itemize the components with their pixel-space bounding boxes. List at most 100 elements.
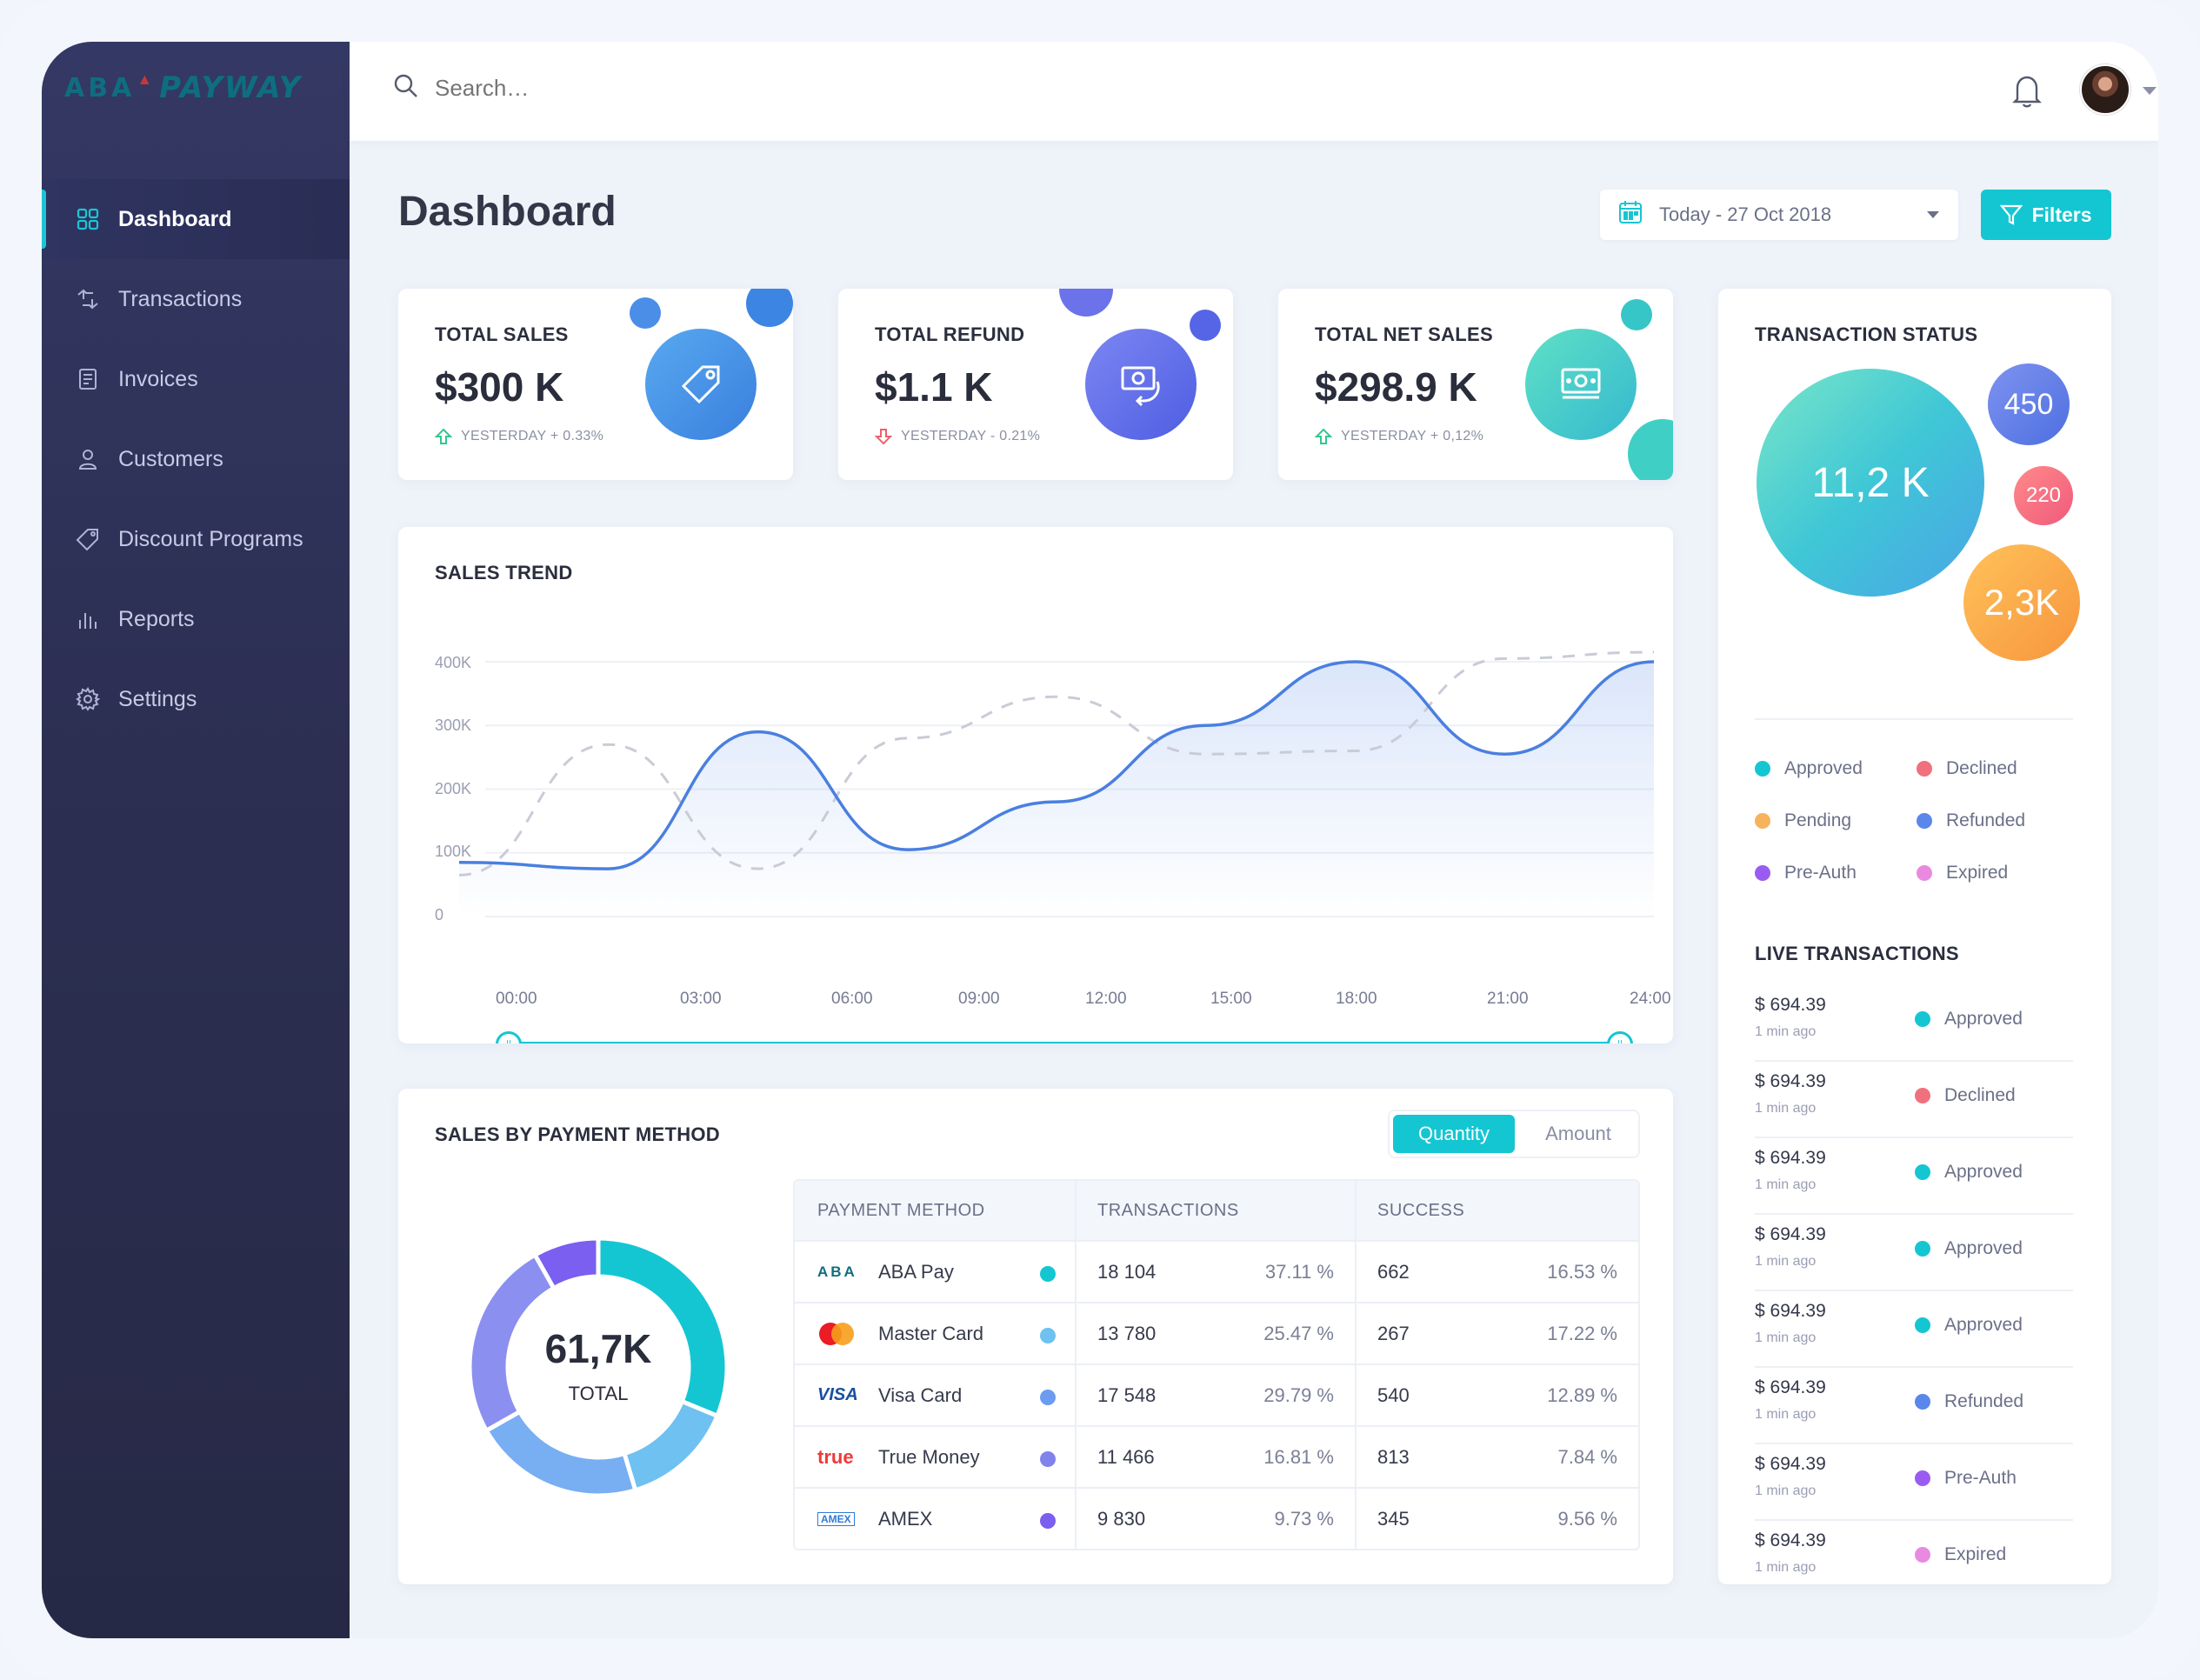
- stat-trend: YESTERDAY + 0,12%: [1315, 428, 1483, 445]
- transfer-icon: [75, 286, 101, 312]
- transaction-time: 1 min ago: [1755, 1177, 1817, 1192]
- transaction-amount: $ 694.39: [1755, 995, 1826, 1015]
- table-row[interactable]: VISA Visa Card 17 548 29.79 % 540 12.89 %: [795, 1363, 1638, 1425]
- filters-button[interactable]: Filters: [1981, 190, 2111, 240]
- chevron-down-icon[interactable]: [2143, 87, 2157, 95]
- table-row[interactable]: ABA ABA Pay 18 104 37.11 % 662 16.53 %: [795, 1240, 1638, 1302]
- logo-aba-text: ABA: [64, 72, 136, 103]
- refund-icon: [1085, 329, 1197, 440]
- column-divider: [1355, 1242, 1357, 1302]
- transactions-percent: 16.81 %: [1263, 1445, 1334, 1468]
- sidebar-item-transactions[interactable]: Transactions: [42, 259, 350, 339]
- transaction-time: 1 min ago: [1755, 1101, 1817, 1116]
- transaction-amount: $ 694.39: [1755, 1148, 1826, 1168]
- list-item[interactable]: $ 694.39 1 min ago Approved: [1755, 1290, 2073, 1368]
- transaction-status-card: TRANSACTION STATUS 11,2 K 450 220 2,3K A…: [1718, 289, 2111, 1584]
- success-percent: 17.22 %: [1547, 1322, 1617, 1344]
- legend-dot: [1917, 813, 1932, 829]
- status-label: Expired: [1944, 1544, 2007, 1564]
- status-dot: [1915, 1470, 1930, 1486]
- bell-icon[interactable]: [2012, 73, 2042, 112]
- logo[interactable]: ABA ▲ PAYWAY: [64, 68, 302, 108]
- stat-trend-text: YESTERDAY + 0.33%: [461, 429, 604, 443]
- status-label: Approved: [1944, 1009, 2023, 1029]
- column-header: PAYMENT METHOD: [817, 1200, 985, 1220]
- list-item[interactable]: $ 694.39 1 min ago Expired: [1755, 1520, 2073, 1584]
- stat-trend-text: YESTERDAY + 0,12%: [1341, 429, 1484, 443]
- list-item[interactable]: $ 694.39 1 min ago Declined: [1755, 1061, 2073, 1138]
- series-color-dot: [1040, 1266, 1056, 1282]
- sidebar-item-label: Settings: [118, 686, 197, 711]
- toggle-quantity[interactable]: Quantity: [1393, 1115, 1515, 1153]
- search-input[interactable]: [435, 75, 957, 102]
- transactions-percent: 37.11 %: [1264, 1260, 1334, 1283]
- series-color-dot: [1040, 1390, 1056, 1405]
- list-item[interactable]: $ 694.39 1 min ago Pre-Auth: [1755, 1443, 2073, 1521]
- stat-trend: YESTERDAY + 0.33%: [435, 428, 603, 445]
- invoice-icon: [75, 366, 101, 392]
- avatar[interactable]: [2080, 64, 2130, 115]
- date-range-select[interactable]: Today - 27 Oct 2018: [1600, 190, 1958, 240]
- bar-chart-icon: [75, 606, 101, 632]
- status-dot: [1915, 1164, 1930, 1180]
- x-tick-label: 21:00: [1487, 990, 1529, 1008]
- success-count: 345: [1377, 1507, 1410, 1530]
- x-tick-label: 09:00: [958, 990, 1000, 1008]
- legend-label: Declined: [1946, 758, 2017, 778]
- table-row[interactable]: true True Money 11 466 16.81 % 813 7.84 %: [795, 1425, 1638, 1487]
- sidebar-item-reports[interactable]: Reports: [42, 579, 350, 659]
- donut-slice: [531, 1236, 601, 1291]
- sidebar-item-invoices[interactable]: Invoices: [42, 339, 350, 419]
- table-row[interactable]: Master Card 13 780 25.47 % 267 17.22 %: [795, 1302, 1638, 1363]
- transaction-time: 1 min ago: [1755, 1254, 1817, 1269]
- legend-item-refunded: Refunded: [1917, 810, 2025, 831]
- transaction-status: Expired: [1915, 1544, 2006, 1565]
- status-label: Refunded: [1944, 1391, 2024, 1411]
- legend-dot: [1755, 813, 1770, 829]
- column-divider: [1075, 1427, 1077, 1487]
- payment-logo-cell: [817, 1303, 873, 1363]
- x-tick-label: 24:00: [1630, 990, 1671, 1008]
- stat-trend-text: YESTERDAY - 0.21%: [901, 429, 1041, 443]
- transaction-status: Approved: [1915, 1009, 2023, 1030]
- search-icon: [393, 73, 419, 103]
- transaction-status-title: TRANSACTION STATUS: [1755, 323, 1978, 345]
- list-item[interactable]: $ 694.39 1 min ago Refunded: [1755, 1367, 2073, 1444]
- sidebar: ABA ▲ PAYWAY Dashboard Transactions: [42, 42, 350, 1638]
- success-percent: 12.89 %: [1547, 1383, 1617, 1406]
- range-slider-track[interactable]: [510, 1042, 1623, 1043]
- calendar-icon: [1617, 199, 1643, 230]
- donut-slice: [483, 1409, 638, 1498]
- logo-mark-icon: ▲: [137, 70, 153, 88]
- transactions-percent: 29.79 %: [1263, 1383, 1334, 1406]
- status-bubble-pending: 2,3K: [1963, 544, 2080, 661]
- sidebar-item-customers[interactable]: Customers: [42, 419, 350, 499]
- payment-method-name: Visa Card: [878, 1383, 963, 1406]
- sidebar-item-label: Dashboard: [118, 206, 232, 231]
- transactions-percent: 9.73 %: [1274, 1507, 1335, 1530]
- status-label: Approved: [1944, 1162, 2023, 1182]
- sidebar-item-settings[interactable]: Settings: [42, 659, 350, 739]
- status-label: Approved: [1944, 1238, 2023, 1258]
- legend-label: Pre-Auth: [1784, 863, 1857, 883]
- y-tick-label: 100K: [435, 843, 472, 860]
- sidebar-item-dashboard[interactable]: Dashboard: [42, 179, 350, 259]
- column-divider: [1355, 1427, 1357, 1487]
- list-item[interactable]: $ 694.39 1 min ago Approved: [1755, 984, 2073, 1062]
- decor-bubble: [1621, 299, 1652, 330]
- legend-item-pre-auth: Pre-Auth: [1755, 863, 1857, 883]
- table-row[interactable]: AMEX AMEX 9 830 9.73 % 345 9.56 %: [795, 1487, 1638, 1549]
- status-dot: [1915, 1317, 1930, 1333]
- column-divider: [1075, 1181, 1077, 1240]
- search-box[interactable]: [393, 73, 957, 103]
- mastercard-icon: [817, 1322, 856, 1345]
- toggle-amount[interactable]: Amount: [1545, 1123, 1611, 1144]
- stat-value: $300 K: [435, 364, 564, 410]
- sidebar-item-discount-programs[interactable]: Discount Programs: [42, 499, 350, 579]
- list-item[interactable]: $ 694.39 1 min ago Approved: [1755, 1214, 2073, 1291]
- payment-donut-chart: [467, 1236, 730, 1498]
- stat-card-total-sales: TOTAL SALES $300 K YESTERDAY + 0.33%: [398, 289, 793, 480]
- legend-label: Refunded: [1946, 810, 2026, 830]
- list-item[interactable]: $ 694.39 1 min ago Approved: [1755, 1137, 2073, 1215]
